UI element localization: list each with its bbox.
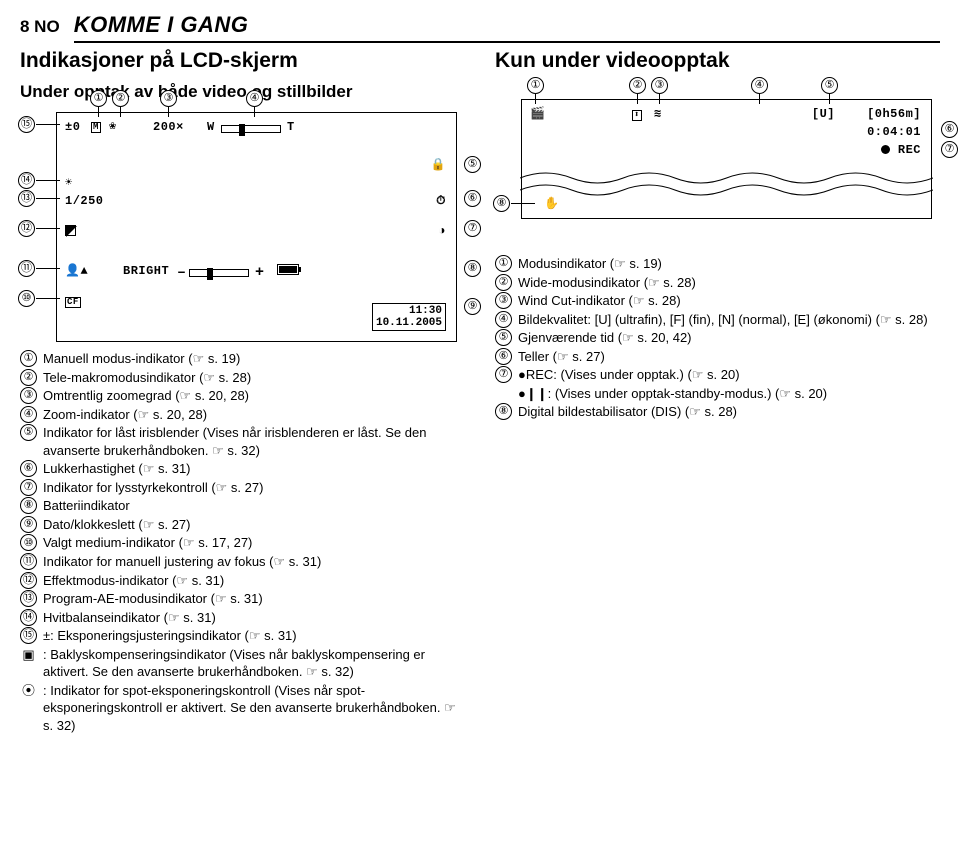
mode-m-icon: M	[91, 122, 101, 133]
effect-icon	[65, 223, 76, 239]
callout-6: ⑥	[464, 190, 481, 207]
video-mode-icon: 🎬	[530, 106, 545, 122]
callout-7: ⑦	[464, 220, 481, 237]
manual-page: 8 NO KOMME I GANG Indikasjoner på LCD-sk…	[0, 0, 960, 755]
iris-lock-icon: 🔒	[431, 157, 446, 173]
osd-date: 10.11.2005	[376, 317, 442, 329]
list-item: ④Zoom-indikator (☞ s. 20, 28)	[20, 406, 465, 424]
windcut-icon: ≋	[654, 106, 662, 122]
osd-elapsed: 0:04:01	[867, 124, 921, 140]
osd-quality: [U]	[812, 106, 835, 122]
right-column: Kun under videoopptak 🎬 ⬍ ≋ [U] [0h56m] …	[495, 47, 940, 736]
list-item: ⑪Indikator for manuell justering av foku…	[20, 553, 465, 571]
osd-shutter: 1/250	[65, 193, 104, 209]
list-item: ⑬Program-AE-modusindikator (☞ s. 31)	[20, 590, 465, 608]
osd-exposure: ±0	[65, 119, 80, 135]
callout-15: ⑮	[18, 116, 35, 133]
r-callout-3: ③	[651, 77, 668, 94]
r-callout-8: ⑧	[493, 195, 510, 212]
list-item: ③Wind Cut-indikator (☞ s. 28)	[495, 292, 940, 310]
osd-t: T	[287, 119, 295, 135]
r-callout-6: ⑥	[941, 121, 958, 138]
list-item: ②Tele-makromodusindikator (☞ s. 28)	[20, 369, 465, 387]
callout-8: ⑧	[464, 260, 481, 277]
left-subheading: Under opptak av både video og stillbilde…	[20, 81, 465, 104]
right-heading: Kun under videoopptak	[495, 47, 940, 75]
osd-zoom: 200×	[153, 119, 184, 135]
list-item: ③Omtrentlig zoomegrad (☞ s. 20, 28)	[20, 387, 465, 405]
callout-1: ①	[90, 90, 107, 107]
callout-10: ⑩	[18, 290, 35, 307]
right-definitions: ①Modusindikator (☞ s. 19) ②Wide-modusind…	[495, 255, 940, 421]
callout-3: ③	[160, 90, 177, 107]
list-item: ⑦●REC: (Vises under opptak.) (☞ s. 20)	[495, 366, 940, 384]
osd-bright: BRIGHT	[123, 263, 169, 279]
page-number: 8 NO	[20, 16, 60, 39]
list-item: ⑤Indikator for låst irisblender (Vises n…	[20, 424, 465, 459]
callout-11: ⑪	[18, 260, 35, 277]
callout-12: ⑫	[18, 220, 35, 237]
left-definitions: ①Manuell modus-indikator (☞ s. 19) ②Tele…	[20, 350, 465, 734]
list-item: ⑦Indikator for lysstyrkekontroll (☞ s. 2…	[20, 479, 465, 497]
telemacro-icon: ❀	[109, 118, 117, 134]
r-callout-4: ④	[751, 77, 768, 94]
wb-icon: ☀	[65, 175, 73, 191]
cf-icon: CF	[65, 293, 81, 309]
list-item-extra: ▣ : Baklyskompenseringsindikator (Vises …	[20, 646, 465, 681]
osd-time: 11:30	[376, 305, 442, 317]
osd-rec: REC	[881, 142, 921, 158]
spot-exposure-icon: ⦿	[20, 682, 37, 700]
list-item: ①Modusindikator (☞ s. 19)	[495, 255, 940, 273]
shutter-ind-icon: ⏱	[436, 193, 446, 209]
r-callout-2: ②	[629, 77, 646, 94]
section-title: KOMME I GANG	[74, 10, 940, 43]
list-item: ⑤Gjenværende tid (☞ s. 20, 42)	[495, 329, 940, 347]
callout-4: ④	[246, 90, 263, 107]
list-item: ②Wide-modusindikator (☞ s. 28)	[495, 274, 940, 292]
osd-w: W	[207, 119, 215, 135]
list-item: ⑫Effektmodus-indikator (☞ s. 31)	[20, 572, 465, 590]
list-item: ①Manuell modus-indikator (☞ s. 19)	[20, 350, 465, 368]
r-callout-5: ⑤	[821, 77, 838, 94]
wide-icon: ⬍	[632, 106, 642, 122]
list-item: ●❙❙: (Vises under opptak-standby-modus.)…	[495, 385, 940, 403]
list-item: ⑭Hvitbalanseindikator (☞ s. 31)	[20, 609, 465, 627]
list-item: ⑥Teller (☞ s. 27)	[495, 348, 940, 366]
bright-ctrl-icon: ◑	[438, 223, 446, 239]
list-item: ⑮±: Eksponeringsjusteringsindikator (☞ s…	[20, 627, 465, 645]
callout-5: ⑤	[464, 156, 481, 173]
osd-remain: [0h56m]	[867, 106, 921, 122]
osd-minus: –	[177, 263, 187, 283]
osd-plus: +	[255, 263, 265, 283]
list-item: ⑩Valgt medium-indikator (☞ s. 17, 27)	[20, 534, 465, 552]
zoom-bar	[221, 125, 281, 133]
callout-13: ⑬	[18, 190, 35, 207]
left-column: Indikasjoner på LCD-skjerm Under opptak …	[20, 47, 465, 736]
list-item: ④Bildekvalitet: [U] (ultrafin), [F] (fin…	[495, 311, 940, 329]
r-callout-1: ①	[527, 77, 544, 94]
r-callout-7: ⑦	[941, 141, 958, 158]
list-item: ⑥Lukkerhastighet (☞ s. 31)	[20, 460, 465, 478]
list-item: ⑧Digital bildestabilisator (DIS) (☞ s. 2…	[495, 403, 940, 421]
lcd-diagram-right: 🎬 ⬍ ≋ [U] [0h56m] 0:04:01 REC ✋	[495, 99, 940, 219]
list-item: ⑧Batteriindikator	[20, 497, 465, 515]
bright-bar	[189, 269, 249, 277]
focus-icon: 👤▲	[65, 263, 88, 279]
lcd-diagram-left: ±0 M ❀ 200× W T 🔒 ☀ 1/250 ⏱ ◑	[20, 112, 465, 342]
backlight-icon: ▣	[20, 646, 37, 664]
dis-icon: ✋	[544, 196, 559, 212]
page-header: 8 NO KOMME I GANG	[20, 10, 940, 43]
left-heading: Indikasjoner på LCD-skjerm	[20, 47, 465, 75]
list-item: ⑨Dato/klokkeslett (☞ s. 27)	[20, 516, 465, 534]
callout-2: ②	[112, 90, 129, 107]
list-item-extra: ⦿ : Indikator for spot-eksponeringskontr…	[20, 682, 465, 735]
battery-icon	[277, 264, 299, 275]
callout-14: ⑭	[18, 172, 35, 189]
callout-9: ⑨	[464, 298, 481, 315]
datetime-box: 11:30 10.11.2005	[372, 303, 446, 331]
